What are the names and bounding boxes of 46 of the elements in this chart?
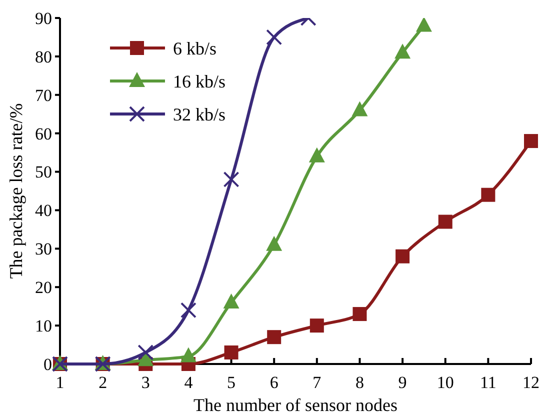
point bbox=[223, 171, 240, 188]
y-tick-label: 30 bbox=[35, 240, 52, 259]
x-tick-label: 8 bbox=[355, 373, 364, 392]
y-tick-label: 80 bbox=[35, 47, 52, 66]
y-tick-label: 90 bbox=[35, 8, 52, 28]
point bbox=[180, 347, 196, 362]
point bbox=[180, 302, 196, 318]
y-tick-label: 20 bbox=[35, 278, 52, 298]
x-axis-title: The number of sensor nodes bbox=[194, 395, 398, 415]
legend-label: 32 kb/s bbox=[173, 104, 226, 124]
x-tick-label: 3 bbox=[141, 373, 150, 392]
point bbox=[481, 188, 496, 202]
point bbox=[394, 44, 411, 59]
x-tick-label: 11 bbox=[480, 373, 496, 392]
point bbox=[524, 134, 538, 148]
y-tick-label: 70 bbox=[35, 86, 52, 105]
x-tick-label: 6 bbox=[270, 373, 278, 392]
x-tick-label: 7 bbox=[312, 373, 322, 392]
y-tick-label: 0 bbox=[44, 354, 52, 374]
y-tick-label: 10 bbox=[35, 316, 52, 336]
point bbox=[438, 214, 452, 229]
point bbox=[138, 344, 154, 360]
x-tick-label: 4 bbox=[184, 373, 194, 392]
x-tick-label: 5 bbox=[227, 373, 236, 392]
point bbox=[308, 147, 325, 162]
x-tick-label: 9 bbox=[398, 373, 407, 392]
point bbox=[352, 307, 367, 322]
x-tick-label: 1 bbox=[56, 373, 64, 392]
y-tick-label: 50 bbox=[35, 162, 52, 182]
point bbox=[266, 29, 282, 46]
point bbox=[416, 18, 432, 32]
point bbox=[396, 249, 410, 264]
point bbox=[267, 330, 282, 344]
y-tick-label: 60 bbox=[35, 124, 52, 144]
point bbox=[266, 236, 282, 251]
point bbox=[310, 318, 324, 333]
x-tick-label: 10 bbox=[436, 373, 454, 392]
x-tick-label: 2 bbox=[98, 373, 108, 392]
legend-label: 16 kb/s bbox=[173, 71, 226, 92]
point bbox=[352, 101, 368, 116]
legend-label: 6 kb/s bbox=[173, 38, 217, 58]
point bbox=[224, 345, 238, 360]
y-axis-title: The package loss rate/% bbox=[6, 103, 26, 279]
x-tick-label: 12 bbox=[522, 373, 540, 392]
point bbox=[223, 293, 240, 308]
y-tick-label: 40 bbox=[35, 201, 52, 220]
